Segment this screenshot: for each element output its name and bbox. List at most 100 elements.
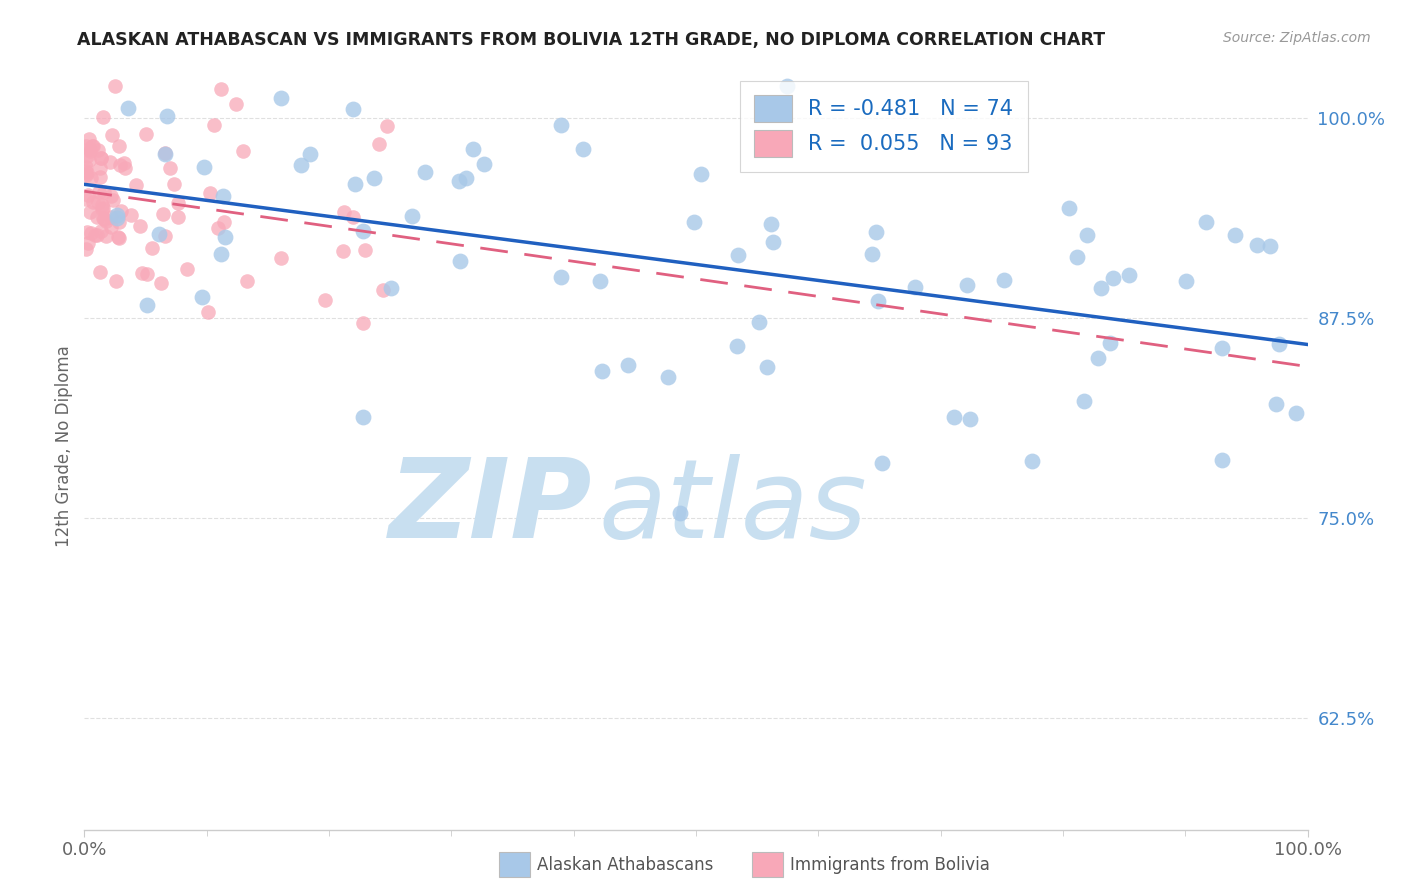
Point — [1087, 351, 1109, 366]
Point — [270, 91, 292, 105]
Point — [463, 142, 485, 156]
Point — [759, 218, 782, 232]
Point — [100, 219, 122, 234]
Point — [1258, 238, 1281, 252]
Point — [87, 144, 110, 158]
Point — [76, 165, 98, 179]
Point — [112, 156, 135, 170]
Point — [1118, 268, 1140, 283]
Point — [101, 194, 124, 208]
Point — [236, 274, 259, 288]
Point — [225, 97, 247, 112]
Point — [454, 171, 477, 186]
Point — [415, 164, 437, 178]
Point — [943, 409, 966, 424]
Point — [589, 274, 612, 288]
Point — [209, 247, 232, 261]
Point — [86, 210, 108, 224]
Point — [449, 174, 471, 188]
Point — [342, 210, 364, 224]
Point — [82, 195, 104, 210]
Point — [75, 242, 97, 256]
Point — [727, 339, 749, 353]
Point — [776, 79, 799, 94]
Point — [167, 210, 190, 224]
Point — [90, 198, 112, 212]
Point — [344, 177, 367, 191]
Point — [79, 205, 101, 219]
Point — [690, 167, 713, 181]
Point — [100, 128, 122, 142]
Point — [91, 110, 114, 124]
Point — [90, 151, 112, 165]
Point — [84, 227, 107, 242]
Point — [107, 229, 129, 244]
Point — [82, 139, 104, 153]
Point — [79, 144, 101, 158]
Point — [191, 290, 214, 304]
Point — [89, 265, 111, 279]
Point — [298, 147, 321, 161]
Text: ALASKAN ATHABASCAN VS IMMIGRANTS FROM BOLIVIA 12TH GRADE, NO DIPLOMA CORRELATION: ALASKAN ATHABASCAN VS IMMIGRANTS FROM BO… — [77, 31, 1105, 49]
Point — [860, 247, 883, 261]
Point — [375, 119, 398, 133]
Point — [214, 230, 236, 244]
Point — [1021, 454, 1043, 468]
Point — [956, 278, 979, 293]
Point — [1195, 214, 1218, 228]
Point — [209, 81, 232, 95]
Point — [104, 79, 127, 94]
Point — [1057, 201, 1080, 215]
Point — [114, 161, 136, 175]
Point — [342, 102, 364, 116]
Point — [108, 231, 131, 245]
Point — [993, 273, 1015, 287]
Point — [1211, 453, 1233, 467]
Point — [77, 142, 100, 156]
Point — [616, 359, 638, 373]
Point — [550, 118, 572, 132]
Text: Alaskan Athabascans: Alaskan Athabascans — [537, 856, 713, 874]
Point — [80, 171, 103, 186]
Point — [202, 118, 225, 132]
Point — [79, 153, 101, 168]
Point — [107, 215, 129, 229]
Point — [866, 293, 889, 308]
Text: Source: ZipAtlas.com: Source: ZipAtlas.com — [1223, 31, 1371, 45]
Point — [959, 411, 981, 425]
Y-axis label: 12th Grade, No Diploma: 12th Grade, No Diploma — [55, 345, 73, 547]
Point — [128, 219, 150, 234]
Point — [153, 146, 176, 161]
Point — [100, 210, 122, 224]
Point — [86, 228, 108, 243]
Point — [354, 243, 377, 257]
Point — [93, 211, 115, 226]
Point — [352, 410, 374, 425]
Point — [380, 281, 402, 295]
Point — [80, 226, 103, 240]
Point — [472, 157, 495, 171]
Text: atlas: atlas — [598, 454, 866, 561]
Legend: R = -0.481   N = 74, R =  0.055   N = 93: R = -0.481 N = 74, R = 0.055 N = 93 — [740, 80, 1028, 171]
Point — [87, 194, 110, 209]
Point — [100, 189, 122, 203]
Point — [153, 146, 176, 161]
Point — [904, 280, 927, 294]
Text: ZIP: ZIP — [388, 454, 592, 561]
Point — [156, 109, 179, 123]
Point — [108, 138, 131, 153]
Point — [91, 211, 114, 225]
Point — [756, 359, 779, 374]
Point — [135, 298, 157, 312]
Point — [89, 185, 111, 199]
Point — [1101, 270, 1123, 285]
Point — [333, 205, 356, 219]
Point — [77, 187, 100, 202]
Point — [79, 131, 101, 145]
Point — [77, 235, 100, 250]
Point — [108, 158, 131, 172]
Point — [572, 142, 595, 156]
Point — [89, 169, 111, 184]
Point — [197, 304, 219, 318]
Point — [1223, 228, 1246, 243]
